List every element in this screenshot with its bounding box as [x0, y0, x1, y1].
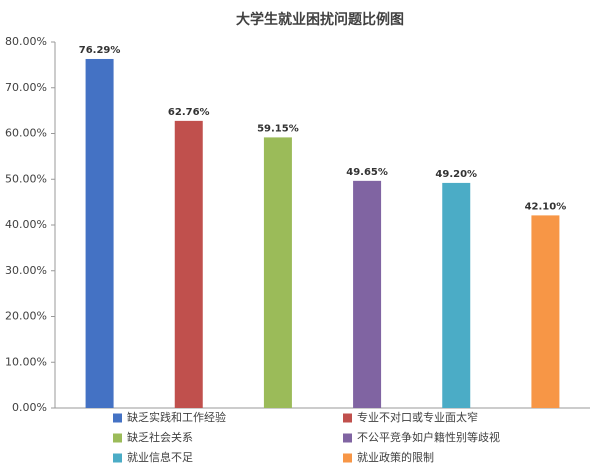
bar	[442, 182, 471, 408]
legend-label: 就业信息不足	[127, 450, 193, 464]
legend-swatch	[343, 413, 352, 423]
legend-label: 就业政策的限制	[357, 450, 434, 464]
y-tick-label: 10.00%	[5, 355, 47, 368]
legend-label: 不公平竞争如户籍性别等歧视	[357, 430, 500, 444]
value-label: 59.15%	[257, 123, 299, 134]
chart-title: 大学生就业困扰问题比例图	[236, 11, 404, 28]
legend-swatch	[113, 413, 122, 423]
y-tick-label: 80.00%	[5, 35, 47, 48]
bar	[85, 58, 114, 408]
value-label: 76.29%	[79, 45, 121, 56]
bar	[263, 137, 292, 409]
bar	[174, 120, 203, 409]
value-label: 49.65%	[346, 167, 388, 178]
bar	[531, 215, 560, 408]
bar	[353, 180, 382, 408]
legend-label: 缺乏实践和工作经验	[127, 410, 226, 424]
y-tick-label: 70.00%	[5, 81, 47, 94]
legend-swatch	[343, 453, 352, 463]
y-tick-label: 40.00%	[5, 218, 47, 231]
y-tick-label: 0.00%	[12, 401, 47, 414]
legend-label: 专业不对口或专业面太窄	[357, 410, 478, 424]
legend-swatch	[343, 433, 352, 443]
y-tick-label: 30.00%	[5, 264, 47, 277]
legend-label: 缺乏社会关系	[127, 430, 193, 444]
legend-swatch	[113, 433, 122, 443]
y-tick-label: 60.00%	[5, 127, 47, 140]
y-tick-label: 50.00%	[5, 172, 47, 185]
y-tick-label: 20.00%	[5, 310, 47, 323]
legend-swatch	[113, 453, 122, 463]
value-label: 62.76%	[168, 107, 210, 118]
value-label: 42.10%	[525, 201, 567, 212]
value-label: 49.20%	[435, 169, 477, 180]
